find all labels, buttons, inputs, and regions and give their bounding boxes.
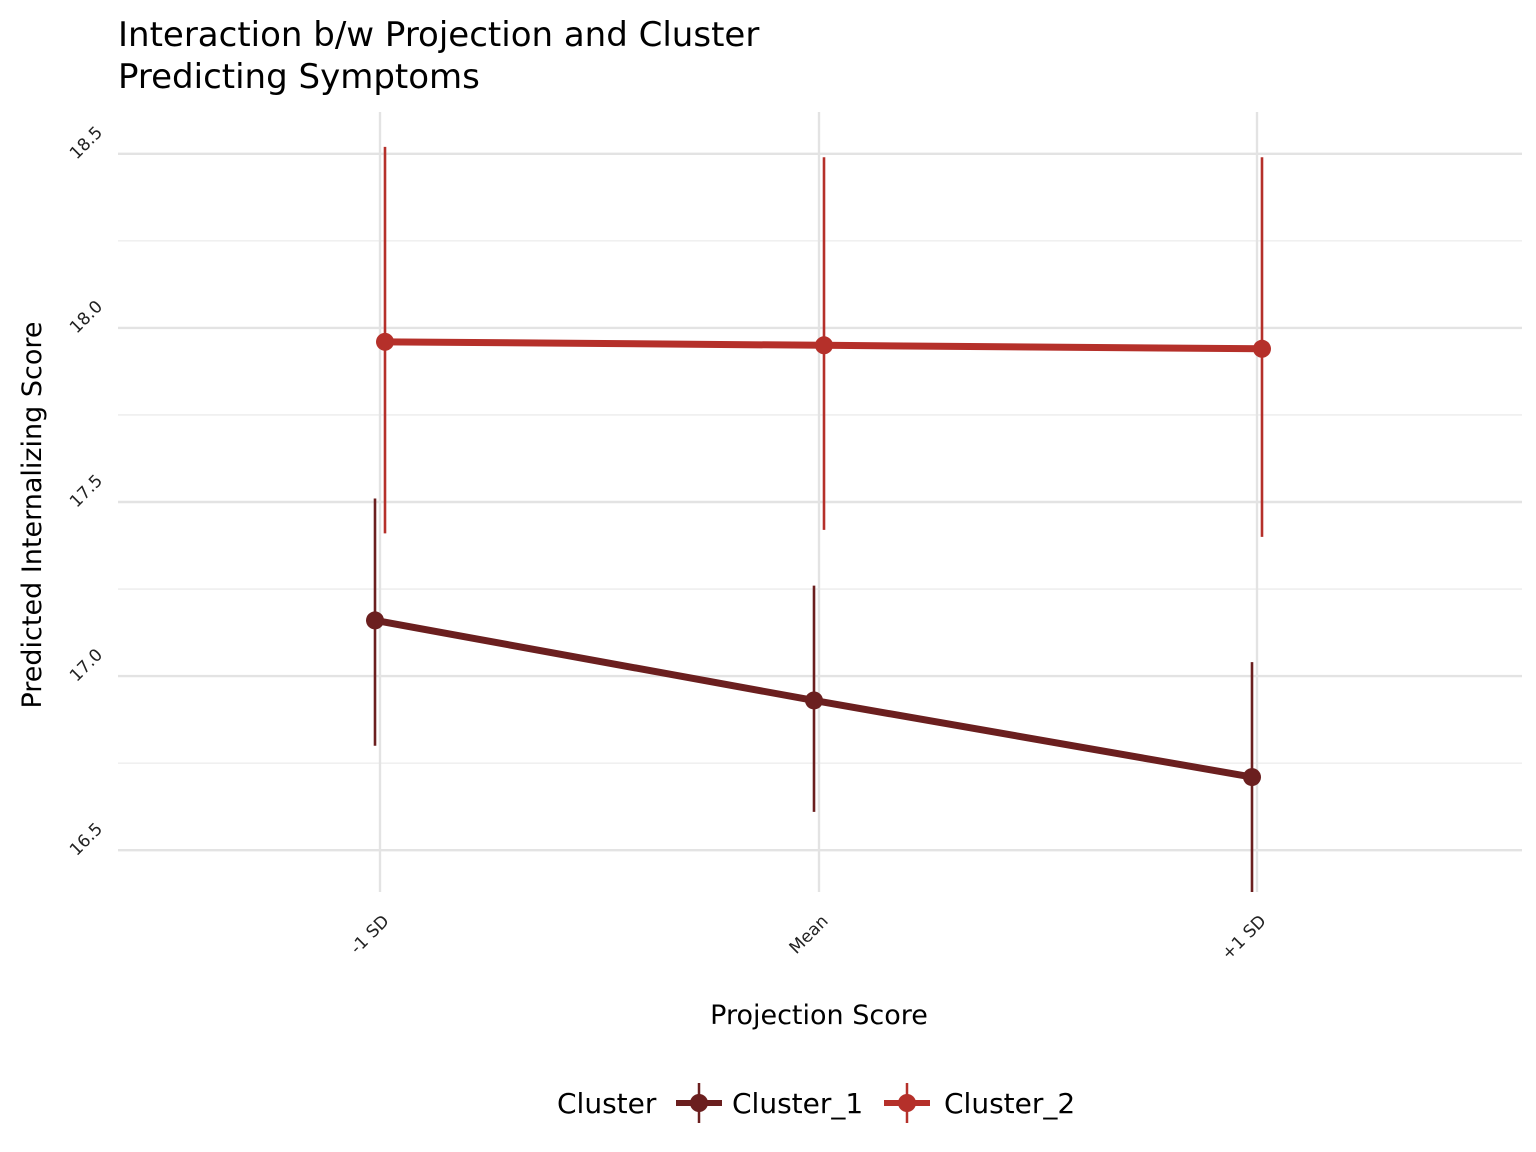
grid — [118, 112, 1522, 892]
chart-title-line-2: Predicting Symptoms — [118, 57, 480, 97]
legend: Cluster Cluster_1 Cluster_2 — [557, 1083, 1075, 1123]
y-axis-title: Predicted Internalizing Score — [17, 321, 48, 708]
x-tick-label: Mean — [786, 911, 833, 958]
legend-label-cluster-1: Cluster_1 — [732, 1087, 863, 1120]
data-point-cluster-1 — [1243, 768, 1261, 787]
y-tick-label: 18.5 — [66, 123, 107, 164]
y-tick-label: 18.0 — [66, 297, 107, 338]
x-axis-title: Projection Score — [710, 1000, 928, 1031]
data-point-cluster-1 — [805, 691, 823, 710]
y-axis-ticks: 16.5 17.0 17.5 18.0 18.5 — [66, 123, 107, 860]
legend-key-cluster-1 — [676, 1083, 722, 1123]
legend-key-cluster-2 — [884, 1083, 930, 1123]
y-tick-label: 16.5 — [66, 819, 107, 860]
data-point-cluster-1 — [366, 611, 384, 630]
x-tick-label: -1 SD — [347, 911, 394, 958]
data-point-cluster-2 — [376, 332, 394, 351]
data-point-cluster-2 — [815, 336, 833, 355]
x-tick-label: +1 SD — [1218, 911, 1271, 964]
x-axis-ticks: -1 SD Mean +1 SD — [347, 911, 1271, 964]
chart-title-line-1: Interaction b/w Projection and Cluster — [118, 15, 759, 55]
legend-label-cluster-2: Cluster_2 — [944, 1087, 1075, 1120]
series-layer — [366, 146, 1271, 892]
y-tick-label: 17.0 — [66, 645, 107, 686]
data-point-cluster-2 — [1253, 339, 1271, 358]
y-tick-label: 17.5 — [66, 471, 107, 512]
legend-title: Cluster — [557, 1087, 657, 1120]
